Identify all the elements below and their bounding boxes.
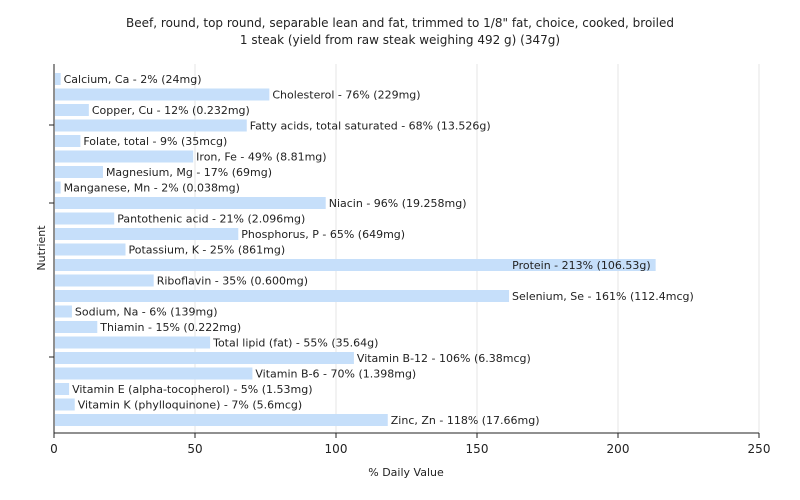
bar-0 [55,73,61,85]
bar-label-20: Vitamin E (alpha-tocopherol) - 5% (1.53m… [72,383,312,396]
chart-title: Beef, round, top round, separable lean a… [126,16,674,30]
bar-11 [55,243,126,256]
bar-label-4: Folate, total - 9% (35mcg) [83,135,227,148]
x-axis-title: % Daily Value [368,466,444,479]
bar-21 [55,398,75,411]
bar-label-7: Manganese, Mn - 2% (0.038mg) [64,182,240,195]
bar-10 [55,228,239,240]
bar-4 [55,135,81,147]
bar-14 [55,290,510,302]
bar-22 [55,414,388,426]
bar-label-14: Selenium, Se - 161% (112.4mcg) [512,290,694,303]
bar-12 [55,259,656,271]
bar-label-16: Thiamin - 15% (0.222mg) [99,321,241,334]
bar-1 [55,88,270,101]
bar-20 [55,383,70,395]
x-tick-label-5: 250 [748,442,771,456]
bar-label-21: Vitamin K (phylloquinone) - 7% (5.6mcg) [78,399,302,412]
bar-15 [55,305,72,318]
bar-label-11: Potassium, K - 25% (861mg) [129,244,286,257]
bar-19 [55,367,253,380]
x-tick-label-1: 50 [187,442,202,456]
x-tick-label-4: 200 [607,442,630,456]
bar-label-17: Total lipid (fat) - 55% (35.64g) [212,337,378,350]
y-axis-title: Nutrient [35,225,48,271]
bar-label-5: Iron, Fe - 49% (8.81mg) [196,151,326,164]
bar-18 [55,352,354,364]
bar-labels: Calcium, Ca - 2% (24mg) Cholesterol - 76%… [64,73,694,427]
bar-9 [55,212,115,225]
bar-label-18: Vitamin B-12 - 106% (6.38mcg) [357,352,531,365]
x-tick-label-3: 150 [466,442,489,456]
bar-2 [55,104,89,116]
bar-label-8: Niacin - 96% (19.258mg) [329,197,467,210]
bar-label-13: Riboflavin - 35% (0.600mg) [157,275,308,288]
bar-label-12: Protein - 213% (106.53g) [512,259,651,272]
bar-17 [55,336,211,349]
x-tick-label-2: 100 [325,442,348,456]
bar-label-0: Calcium, Ca - 2% (24mg) [64,73,202,86]
bar-13 [55,274,154,287]
bar-6 [55,166,103,178]
bar-label-2: Copper, Cu - 12% (0.232mg) [92,104,250,117]
bar-label-19: Vitamin B-6 - 70% (1.398mg) [255,368,416,381]
bar-label-6: Magnesium, Mg - 17% (69mg) [106,166,272,179]
bar-5 [55,150,194,163]
axes: 0 50 100 150 200 250 [49,64,770,456]
bar-label-15: Sodium, Na - 6% (139mg) [75,306,218,319]
bar-7 [55,181,61,194]
x-tick-label-0: 0 [50,442,58,456]
bar-3 [55,119,247,132]
bar-label-1: Cholesterol - 76% (229mg) [272,89,420,102]
bars [55,73,656,426]
bar-label-3: Fatty acids, total saturated - 68% (13.5… [250,120,491,133]
bar-label-22: Zinc, Zn - 118% (17.66mg) [391,414,540,427]
bar-8 [55,197,326,209]
bar-16 [55,321,98,333]
chart-subtitle: 1 steak (yield from raw steak weighing 4… [240,33,560,47]
bar-label-10: Phosphorus, P - 65% (649mg) [241,228,405,241]
bar-label-9: Pantothenic acid - 21% (2.096mg) [117,213,305,226]
